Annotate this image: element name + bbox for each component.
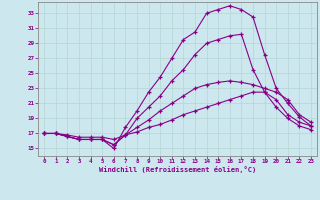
X-axis label: Windchill (Refroidissement éolien,°C): Windchill (Refroidissement éolien,°C) — [99, 166, 256, 173]
